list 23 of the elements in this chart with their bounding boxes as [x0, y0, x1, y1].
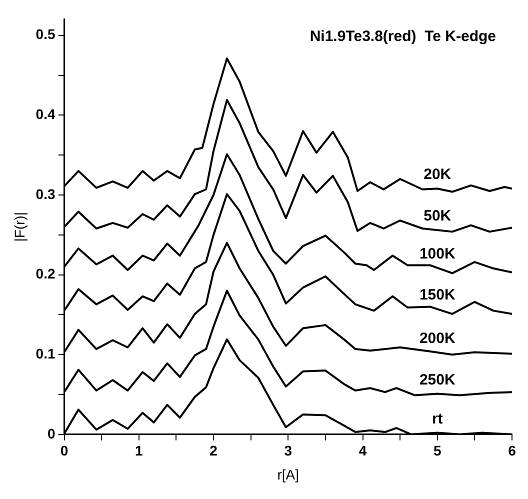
series-label: 50K — [424, 208, 452, 225]
series-label: rt — [432, 410, 443, 428]
y-tick-label: 0.3 — [36, 186, 56, 202]
x-tick-label: 0 — [60, 442, 68, 459]
x-axis-title: r[A] — [277, 466, 300, 482]
y-tick-label: 0.2 — [36, 266, 56, 282]
series-label: 20K — [424, 166, 452, 184]
x-tick-label: 6 — [508, 442, 516, 459]
annotation: Ni1.9Te3.8(red) Te K-edge — [310, 28, 496, 46]
x-tick-label: 5 — [433, 442, 442, 459]
y-tick-label: 0.5 — [36, 26, 56, 42]
y-tick-label: 0.1 — [36, 345, 56, 362]
series-label: 100K — [419, 246, 456, 263]
y-axis-title: |F(r)| — [11, 212, 28, 242]
x-tick-label: 3 — [284, 442, 292, 459]
y-tick-label: 0 — [47, 425, 56, 442]
y-tick-label: 0.4 — [36, 106, 56, 122]
x-tick-label: 1 — [134, 442, 143, 459]
x-tick-label: 2 — [210, 442, 218, 459]
series-label: 150K — [419, 286, 456, 304]
series-label: 250K — [419, 371, 456, 388]
x-tick-label: 4 — [358, 442, 367, 459]
series-label: 200K — [419, 330, 456, 348]
